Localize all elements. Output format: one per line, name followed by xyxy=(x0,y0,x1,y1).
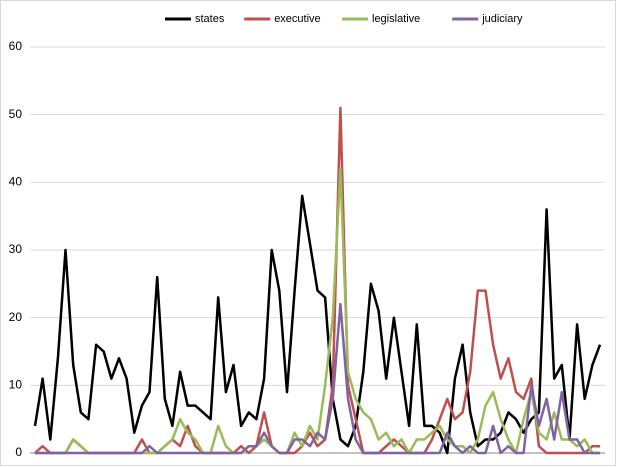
legend-label: judiciary xyxy=(481,13,523,25)
y-tick-label: 60 xyxy=(9,39,23,53)
legend-label: states xyxy=(195,13,225,25)
y-tick-label: 0 xyxy=(15,445,22,459)
series-line xyxy=(33,194,602,455)
y-tick-label: 20 xyxy=(9,310,23,324)
y-tick-label: 50 xyxy=(9,107,23,121)
y-tick-label: 30 xyxy=(9,242,23,256)
series-line xyxy=(35,302,600,455)
y-tick-label: 40 xyxy=(9,175,23,189)
legend-label: executive xyxy=(274,13,320,25)
legend-label: legislative xyxy=(372,13,420,25)
y-tick-label: 10 xyxy=(9,378,23,392)
